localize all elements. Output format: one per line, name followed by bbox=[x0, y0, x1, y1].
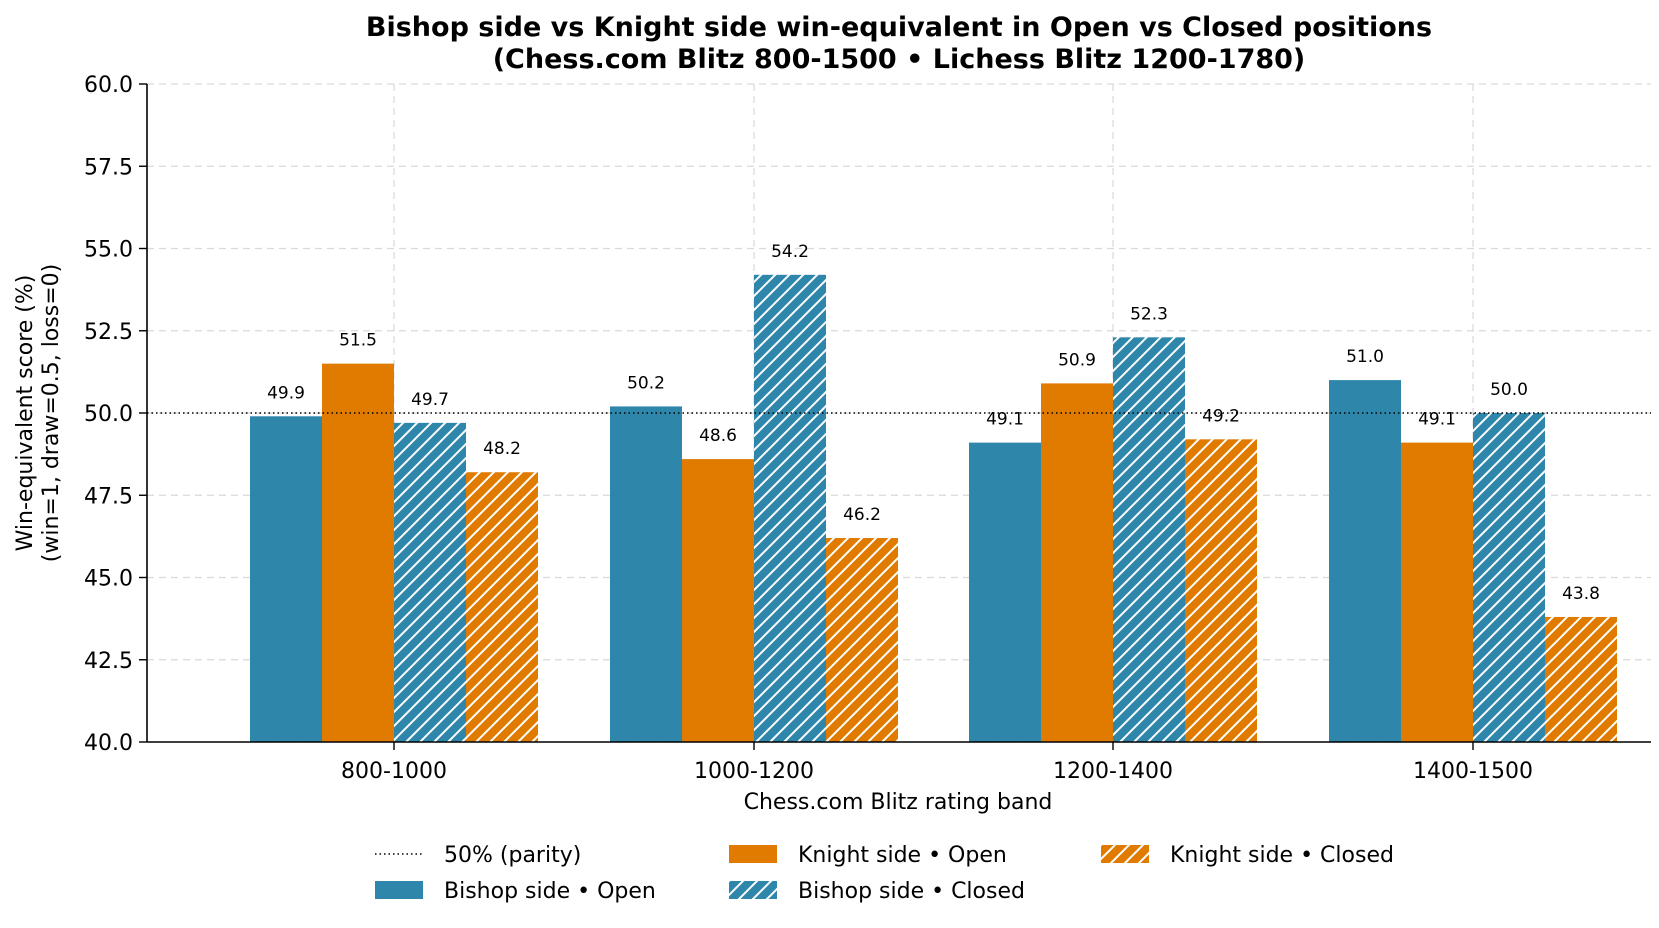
data-label-1-1400-1500: 51.0 bbox=[1346, 347, 1384, 367]
y-tick-label-4: 50.0 bbox=[84, 402, 133, 427]
data-label-2-1400-1500: 49.1 bbox=[1418, 410, 1456, 430]
bar-2-1200-1400 bbox=[1041, 383, 1113, 742]
x-tick-label-0: 800-1000 bbox=[341, 759, 447, 784]
axes: 40.0 42.5 45.0 47.5 50.0 52.5 55.0 57.5 60.0 800-… bbox=[84, 73, 1651, 784]
y-tick-label-3: 47.5 bbox=[84, 484, 133, 509]
x-axis-label: Chess.com Blitz rating band bbox=[744, 790, 1053, 815]
bar-4-1000-1200 bbox=[826, 538, 898, 742]
x-tick-label-2: 1200-1400 bbox=[1053, 759, 1173, 784]
legend-label-knight-closed: Knight side • Closed bbox=[1170, 843, 1394, 868]
bar-1-800-1000 bbox=[250, 416, 322, 742]
data-label-2-800-1000: 51.5 bbox=[339, 331, 377, 351]
bars bbox=[250, 274, 1617, 742]
data-label-2-1200-1400: 50.9 bbox=[1058, 350, 1096, 370]
bar-3-1200-1400 bbox=[1113, 337, 1185, 742]
bar-1-1000-1200 bbox=[610, 406, 682, 742]
y-tick-label-2: 45.0 bbox=[84, 567, 133, 592]
x-tick-label-1: 1000-1200 bbox=[694, 759, 814, 784]
bar-4-1200-1400 bbox=[1185, 439, 1257, 742]
y-tick-label-1: 42.5 bbox=[84, 649, 133, 674]
bar-2-1000-1200 bbox=[682, 459, 754, 742]
legend-label-bishop-closed: Bishop side • Closed bbox=[798, 879, 1025, 904]
legend-label-parity: 50% (parity) bbox=[444, 843, 581, 868]
bar-1-1400-1500 bbox=[1329, 380, 1401, 742]
legend: 50% (parity) Bishop side • Open Knight s… bbox=[375, 843, 1394, 904]
y-tick-label-8: 60.0 bbox=[84, 73, 133, 98]
bar-2-800-1000 bbox=[322, 363, 394, 742]
bar-3-1400-1500 bbox=[1473, 413, 1545, 742]
legend-swatch-knight-closed bbox=[1101, 845, 1149, 863]
data-label-4-1200-1400: 49.2 bbox=[1202, 406, 1240, 426]
bar-4-800-1000 bbox=[466, 472, 538, 742]
bar-2-1400-1500 bbox=[1401, 442, 1473, 742]
legend-swatch-bishop-closed bbox=[729, 881, 777, 899]
y-tick-label-0: 40.0 bbox=[84, 731, 133, 756]
y-tick-label-6: 55.0 bbox=[84, 238, 133, 263]
chart-title: Bishop side vs Knight side win-equivalen… bbox=[366, 12, 1432, 43]
data-label-1-1200-1400: 49.1 bbox=[986, 410, 1024, 430]
y-axis-label-line1: Win-equivalent score (%) bbox=[13, 275, 38, 552]
data-label-3-1000-1200: 54.2 bbox=[771, 242, 809, 262]
data-label-2-1000-1200: 48.6 bbox=[699, 426, 737, 446]
data-label-3-800-1000: 49.7 bbox=[411, 390, 449, 410]
bar-4-1400-1500 bbox=[1545, 616, 1617, 742]
y-tick-label-5: 52.5 bbox=[84, 320, 133, 345]
data-label-4-800-1000: 48.2 bbox=[483, 439, 521, 459]
data-label-4-1400-1500: 43.8 bbox=[1562, 584, 1600, 604]
data-label-4-1000-1200: 46.2 bbox=[843, 505, 881, 525]
legend-swatch-knight-open bbox=[729, 845, 777, 863]
x-tick-label-3: 1400-1500 bbox=[1413, 759, 1533, 784]
bar-1-1200-1400 bbox=[969, 442, 1041, 742]
data-label-3-1400-1500: 50.0 bbox=[1490, 380, 1528, 400]
y-axis-label-line2: (win=1, draw=0.5, loss=0) bbox=[39, 264, 64, 562]
data-labels: 49.9 51.5 49.7 48.2 50.2 48.6 54.2 46.2 49.1 50.9… bbox=[267, 242, 1600, 604]
bar-3-800-1000 bbox=[394, 422, 466, 742]
legend-label-bishop-open: Bishop side • Open bbox=[444, 879, 656, 904]
legend-label-knight-open: Knight side • Open bbox=[798, 843, 1007, 868]
data-label-1-1000-1200: 50.2 bbox=[627, 373, 665, 393]
bar-3-1000-1200 bbox=[754, 274, 826, 742]
y-tick-label-7: 57.5 bbox=[84, 155, 133, 180]
data-label-1-800-1000: 49.9 bbox=[267, 383, 305, 403]
chart-subtitle: (Chess.com Blitz 800-1500 • Lichess Blit… bbox=[493, 44, 1306, 75]
y-axis-label: Win-equivalent score (%) (win=1, draw=0.… bbox=[13, 264, 64, 562]
data-label-3-1200-1400: 52.3 bbox=[1130, 304, 1168, 324]
legend-swatch-bishop-open bbox=[375, 881, 423, 899]
